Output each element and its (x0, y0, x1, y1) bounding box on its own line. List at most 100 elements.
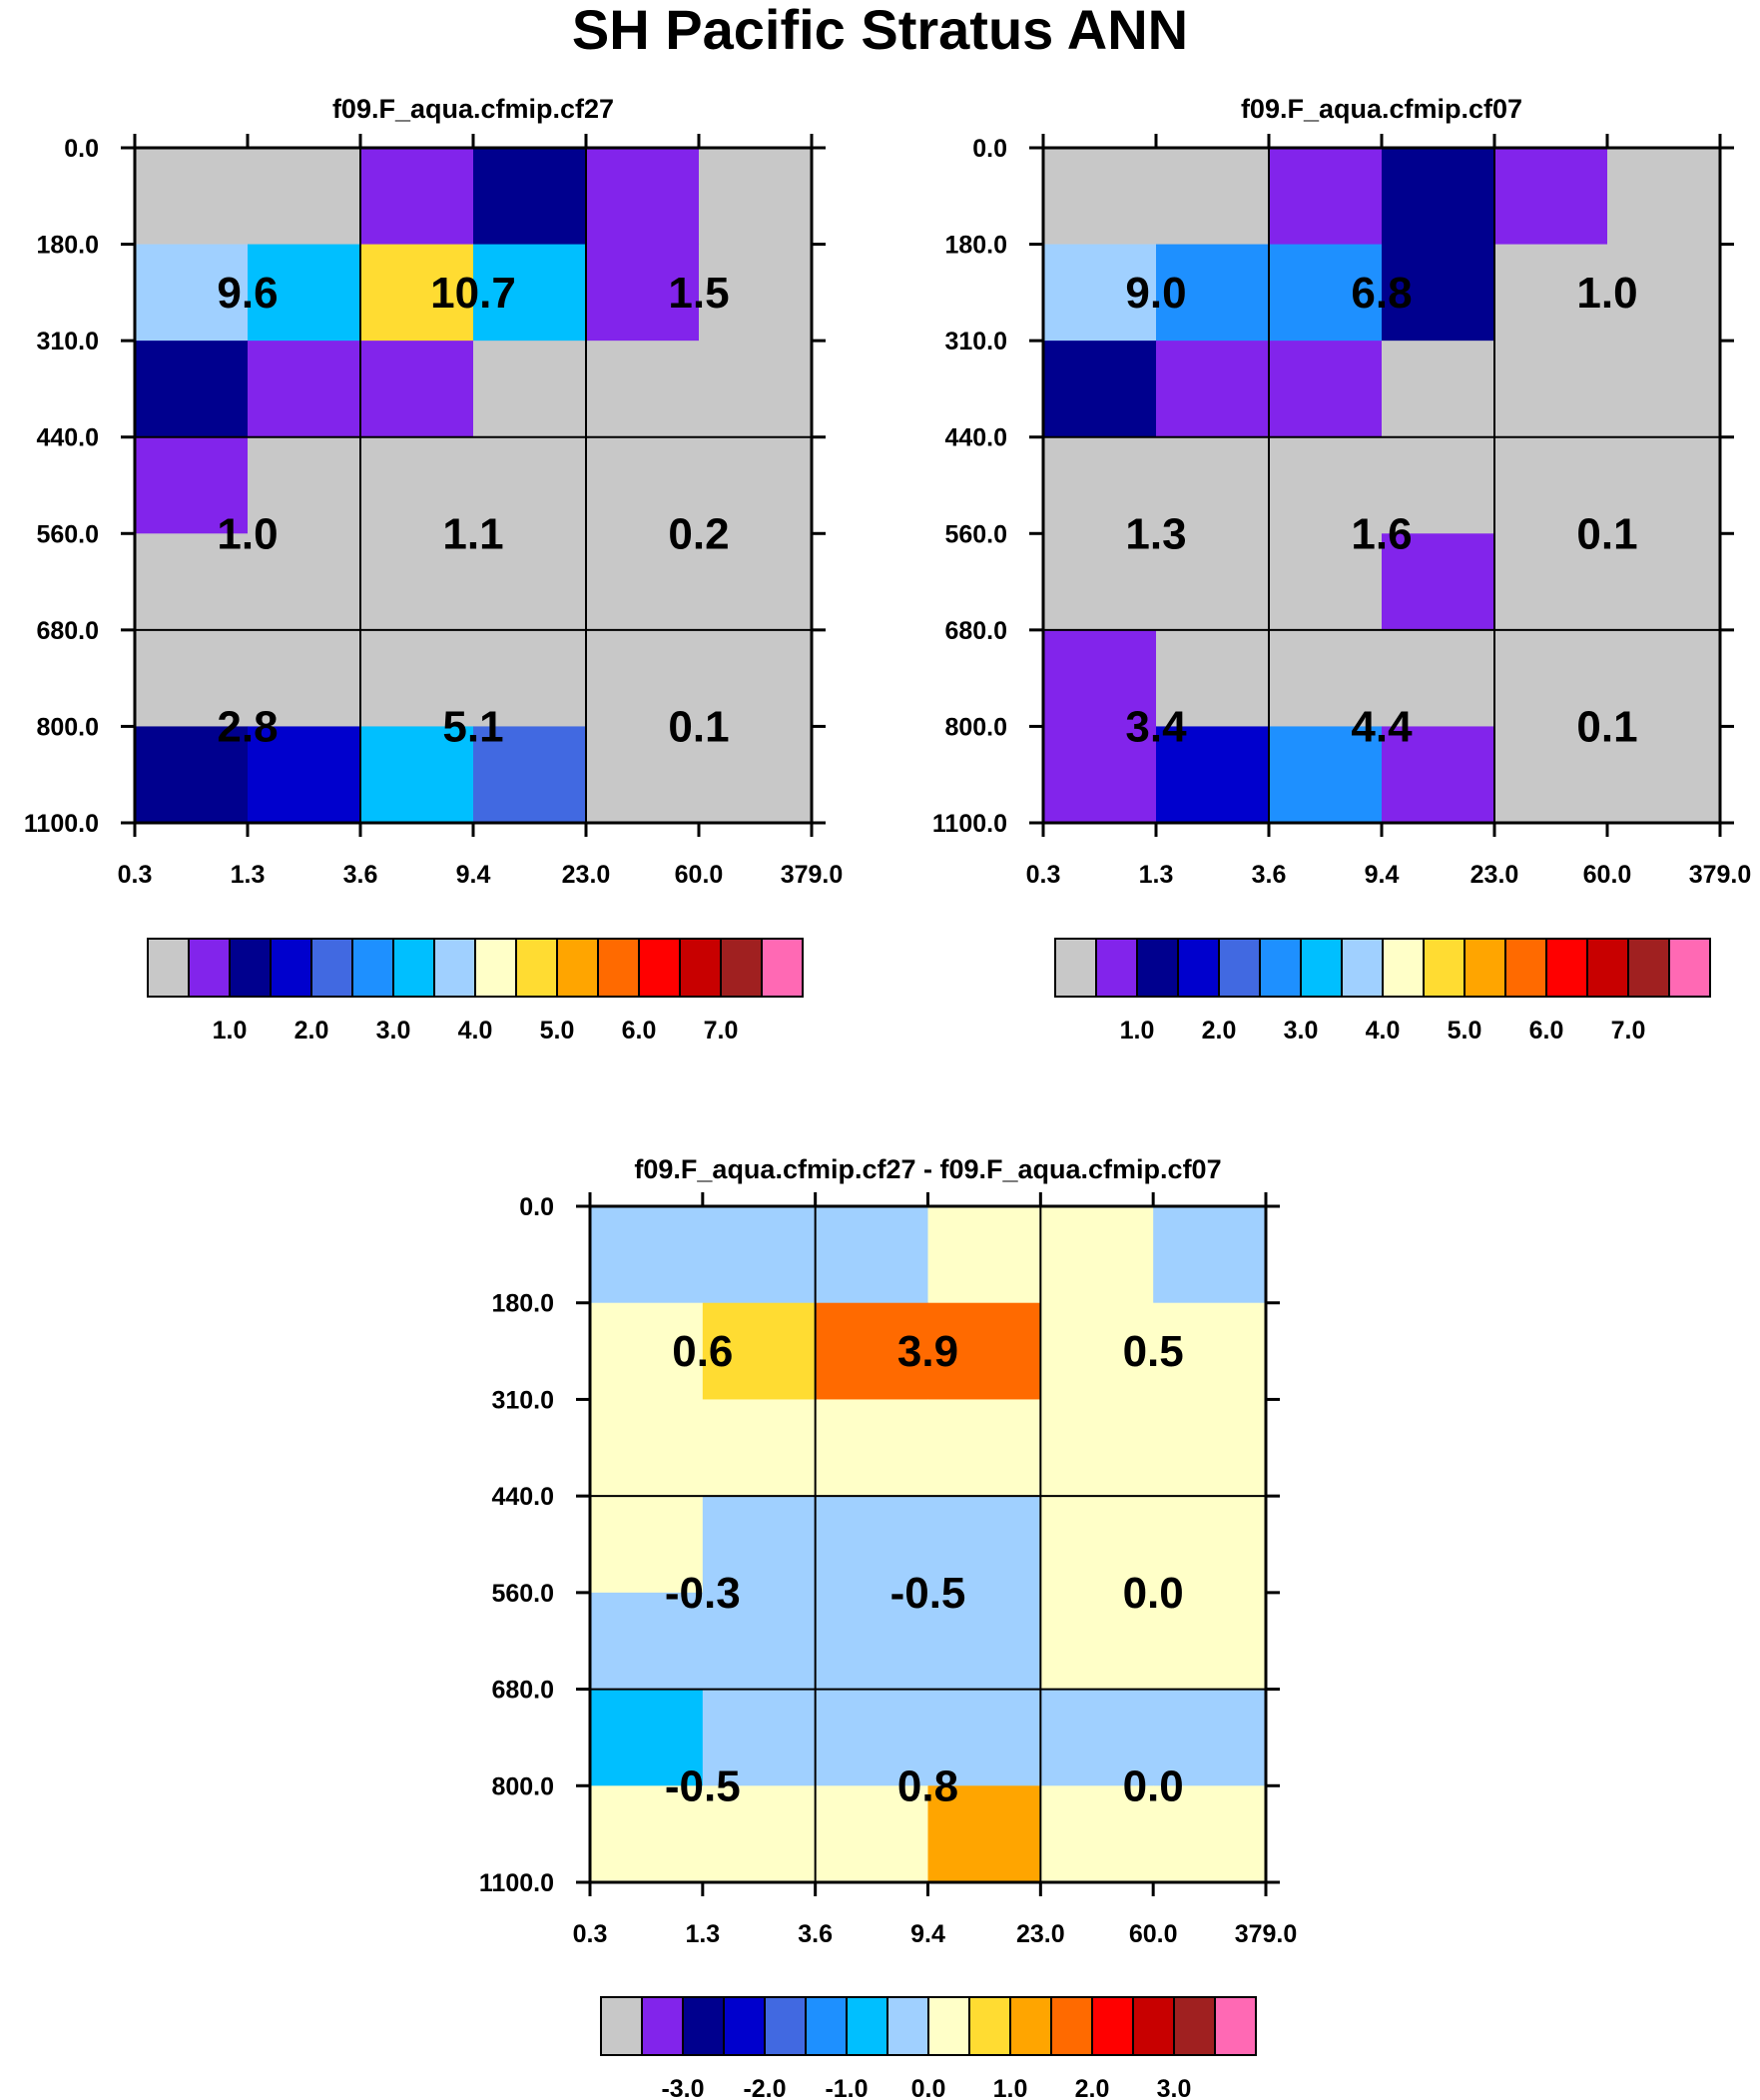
x-tick-label: 9.4 (456, 861, 491, 889)
heatmap-cell (1269, 533, 1383, 631)
heatmap-cell (699, 726, 813, 824)
heatmap-cell (590, 1496, 704, 1594)
heatmap-cell (1494, 629, 1608, 728)
block-value-label: -0.5 (890, 1569, 966, 1618)
colorbar-label: 1.0 (213, 1017, 248, 1045)
colorbar-swatch (1504, 938, 1547, 998)
colorbar-cf07: 1.0 2.0 3.0 4.0 5.0 6.0 7.0 (1054, 938, 1711, 1045)
block-value-label: 2.8 (217, 702, 278, 751)
block-value-label: 0.1 (1576, 702, 1637, 751)
y-tick-label: 560.0 (491, 1580, 554, 1608)
colorbar-swatch (764, 1996, 807, 2056)
heatmap-cell (1382, 726, 1495, 824)
heatmap-cell (927, 1689, 1041, 1786)
colorbar-swatch (310, 938, 353, 998)
block-value-label: 10.7 (430, 269, 516, 318)
heatmap-cell (1607, 244, 1721, 342)
heatmap-cell (248, 533, 361, 631)
x-tick-label: 3.6 (1252, 861, 1287, 889)
y-tick-label: 800.0 (36, 713, 99, 741)
x-tick-label: 0.3 (573, 1920, 608, 1948)
heatmap-cell (1494, 341, 1608, 438)
colorbar-label: -3.0 (661, 2075, 704, 2100)
colorbar-label: 3.0 (376, 1017, 411, 1045)
heatmap-cell (1494, 533, 1608, 631)
block-value-label: -0.3 (665, 1569, 741, 1618)
colorbar-cf27: 1.0 2.0 3.0 4.0 5.0 6.0 7.0 (147, 938, 804, 1045)
colorbar-swatch (682, 1996, 725, 2056)
y-tick-label: 0.0 (64, 135, 99, 163)
colorbar-swatch (723, 1996, 766, 2056)
heatmap-cell (927, 1496, 1041, 1594)
y-tick-label: 310.0 (36, 328, 99, 355)
colorbar-swatch (886, 1996, 929, 2056)
heatmap-cell (702, 1206, 817, 1304)
heatmap-cell (702, 1689, 817, 1786)
colorbar-swatch (1668, 938, 1711, 998)
y-tick-label: 0.0 (519, 1193, 554, 1221)
heatmap-cell (1269, 629, 1383, 728)
heatmap-cell (1607, 533, 1721, 631)
colorbar-swatch (1091, 1996, 1134, 2056)
colorbar-swatch (1423, 938, 1466, 998)
heatmap-cell (927, 1399, 1041, 1497)
heatmap-cell (473, 533, 587, 631)
heatmap-cell (135, 436, 249, 534)
y-tick-label: 1100.0 (24, 810, 99, 838)
heatmap-cell (1040, 1206, 1154, 1304)
colorbar-swatch (1300, 938, 1343, 998)
y-tick-label: 440.0 (491, 1483, 554, 1511)
block-value-label: 0.1 (1576, 509, 1637, 558)
heatmap-cell (1043, 148, 1157, 246)
colorbar-swatch (1132, 1996, 1175, 2056)
heatmap-cell (927, 1302, 1041, 1401)
heatmap-cell (815, 1399, 929, 1497)
block-value-label: 9.6 (217, 269, 278, 318)
heatmap-cell (586, 148, 700, 246)
y-tick-label: 680.0 (491, 1677, 554, 1705)
heatmap-cell (1153, 1785, 1267, 1883)
heatmap-cell (360, 341, 474, 438)
heatmap-cell (473, 726, 587, 824)
colorbar-swatch (1341, 938, 1384, 998)
heatmap-cell (1382, 629, 1495, 728)
colorbar-swatch (556, 938, 599, 998)
heatmap-cell (702, 1399, 817, 1497)
block-value-label: 1.1 (442, 509, 503, 558)
heatmap-cell (1269, 244, 1383, 342)
colorbar-swatch (515, 938, 558, 998)
heatmap-cell (1607, 629, 1721, 728)
panel-title: f09.F_aqua.cfmip.cf27 (332, 94, 614, 124)
heatmap-cell (360, 629, 474, 728)
block-value-label: 1.5 (668, 269, 729, 318)
colorbar-label: 1.0 (1120, 1017, 1155, 1045)
heatmap-cell (586, 533, 700, 631)
colorbar-swatch (188, 938, 231, 998)
heatmap-cell (699, 436, 813, 534)
heatmap-cell (1382, 533, 1495, 631)
heatmap-cell (815, 1206, 929, 1304)
colorbar-difference: -3.0 -2.0 -1.0 0.0 1.0 2.0 3.0 (600, 1996, 1257, 2100)
block-value-label: 3.4 (1125, 702, 1187, 751)
heatmap-cell (1043, 726, 1157, 824)
colorbar-label: 6.0 (622, 1017, 657, 1045)
heatmap-cell (473, 629, 587, 728)
colorbar-swatch (229, 938, 272, 998)
x-tick-label: 23.0 (1470, 861, 1519, 889)
colorbar-swatch (433, 938, 476, 998)
heatmap-cell (135, 726, 249, 824)
colorbar-label: 4.0 (458, 1017, 493, 1045)
heatmap-cell (1607, 726, 1721, 824)
colorbar-swatch (679, 938, 722, 998)
colorbar-label: 5.0 (1448, 1017, 1482, 1045)
panel-cf07: 0.0 180.0 310.0 440.0 560.0 680.0 800.0 1100.0 0… (932, 94, 1751, 889)
x-tick-label: 3.6 (343, 861, 378, 889)
colorbar-label: 1.0 (993, 2075, 1028, 2100)
block-value-label: 9.0 (1125, 269, 1186, 318)
panel-title: f09.F_aqua.cfmip.cf07 (1241, 94, 1522, 124)
colorbar-label: -2.0 (743, 2075, 786, 2100)
colorbar-swatch (761, 938, 804, 998)
heatmap-cell (586, 244, 700, 342)
heatmap-cell (473, 436, 587, 534)
